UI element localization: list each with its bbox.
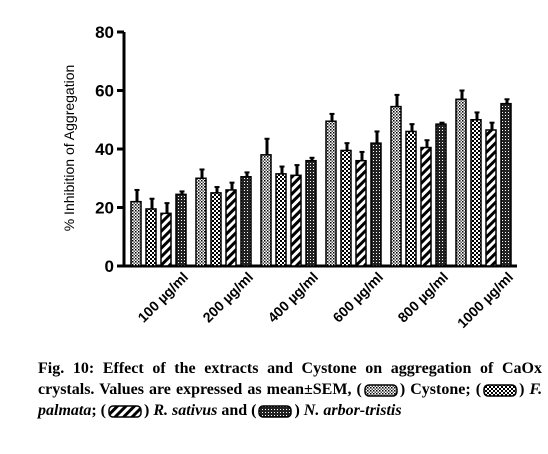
bar-f-palmata-2 — [275, 173, 287, 267]
legend-swatch-f-palmata — [483, 384, 517, 397]
x-tick-label-4: 800 µg/ml — [394, 269, 451, 326]
x-tick-label-3: 600 µg/ml — [329, 269, 386, 326]
bar-cystone-3 — [325, 120, 337, 267]
legend-swatch-r-sativus — [108, 405, 142, 418]
x-tick-label-2: 400 µg/ml — [264, 269, 321, 326]
legend-swatch-n-arbor-tristis — [258, 405, 293, 418]
bar-f-palmata-4 — [405, 130, 417, 267]
bar-f-palmata-0 — [145, 208, 157, 267]
caption-separator: ; — [91, 402, 97, 419]
bar-cystone-4 — [390, 105, 402, 267]
bar-r-sativus-5 — [485, 129, 497, 267]
bar-chart: 0 20 40 60 80 100 µg/ml 200 µg/ml 400 µg/ml 600 … — [61, 23, 517, 331]
bar-n-arbor-tristis-5 — [500, 102, 512, 267]
bar-r-sativus-1 — [225, 189, 237, 267]
y-tick-label-3: 60 — [95, 82, 114, 101]
x-tick-label-0: 100 µg/ml — [134, 269, 191, 326]
caption-and: and — [221, 402, 248, 419]
bar-f-palmata-3 — [340, 149, 352, 267]
legend-label-n-arbor-tristis: N. arbor-tristis — [303, 402, 402, 419]
bar-n-arbor-tristis-2 — [305, 159, 317, 267]
bar-f-palmata-5 — [470, 119, 482, 267]
y-axis-label: % Inhibition of Aggregation — [61, 65, 77, 232]
bar-r-sativus-4 — [420, 146, 432, 267]
bar-r-sativus-2 — [290, 174, 302, 267]
bar-cystone-1 — [195, 177, 207, 267]
caption-lead: Fig. 10: Effect of the extracts and Cyst… — [38, 360, 542, 398]
figure-caption: Fig. 10: Effect of the extracts and Cyst… — [38, 360, 543, 419]
bar-cystone-0 — [130, 200, 142, 267]
legend-label-r-sativus: R. sativus — [153, 402, 218, 419]
bar-n-arbor-tristis-1 — [240, 176, 252, 267]
plot-area: 0 20 40 60 80 100 µg/ml 200 µg/ml 400 µg/ml 600 … — [95, 23, 517, 331]
bar-r-sativus-0 — [160, 212, 172, 267]
bar-cystone-5 — [455, 98, 467, 267]
x-tick-label-5: 1000 µg/ml — [454, 269, 516, 331]
bar-r-sativus-3 — [355, 159, 367, 267]
bar-cystone-2 — [260, 154, 272, 267]
y-tick-label-4: 80 — [95, 23, 114, 42]
legend-label-cystone: Cystone; — [410, 381, 471, 398]
bar-n-arbor-tristis-4 — [435, 123, 447, 267]
x-tick-label-1: 200 µg/ml — [199, 269, 256, 326]
bar-n-arbor-tristis-3 — [370, 142, 382, 267]
y-tick-label-1: 20 — [95, 199, 114, 218]
y-tick-label-2: 40 — [95, 140, 114, 159]
bar-n-arbor-tristis-0 — [175, 193, 187, 267]
y-tick-label-0: 0 — [105, 257, 114, 276]
legend-swatch-cystone — [364, 384, 398, 397]
legend-label-f-palmata: F. palmata — [38, 381, 543, 419]
bar-f-palmata-1 — [210, 192, 222, 267]
